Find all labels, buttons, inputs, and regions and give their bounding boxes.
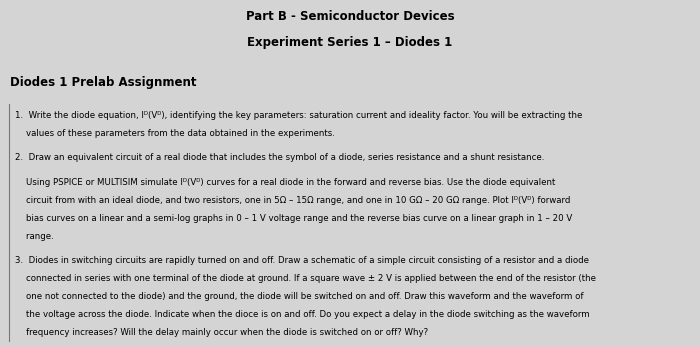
Text: 2.  Draw an equivalent circuit of a real diode that includes the symbol of a dio: 2. Draw an equivalent circuit of a real …	[15, 153, 545, 162]
Text: 3.  Diodes in switching circuits are rapidly turned on and off. Draw a schematic: 3. Diodes in switching circuits are rapi…	[15, 256, 589, 265]
Text: one not connected to the diode) and the ground, the diode will be switched on an: one not connected to the diode) and the …	[15, 292, 584, 301]
Text: connected in series with one terminal of the diode at ground. If a square wave ±: connected in series with one terminal of…	[15, 274, 596, 283]
Text: frequency increases? Will the delay mainly occur when the diode is switched on o: frequency increases? Will the delay main…	[15, 328, 428, 337]
Text: circuit from with an ideal diode, and two resistors, one in 5Ω – 15Ω range, and : circuit from with an ideal diode, and tw…	[15, 196, 570, 205]
Text: range.: range.	[15, 232, 54, 241]
Text: 1.  Write the diode equation, Iᴰ(Vᴰ), identifying the key parameters: saturation: 1. Write the diode equation, Iᴰ(Vᴰ), ide…	[15, 111, 583, 120]
Text: Diodes 1 Prelab Assignment: Diodes 1 Prelab Assignment	[10, 76, 197, 89]
Text: bias curves on a linear and a semi-log graphs in 0 – 1 V voltage range and the r: bias curves on a linear and a semi-log g…	[15, 214, 573, 223]
Text: Part B - Semiconductor Devices: Part B - Semiconductor Devices	[246, 10, 454, 23]
Text: the voltage across the diode. Indicate when the dioce is on and off. Do you expe: the voltage across the diode. Indicate w…	[15, 310, 590, 319]
Text: Experiment Series 1 – Diodes 1: Experiment Series 1 – Diodes 1	[247, 36, 453, 49]
Text: values of these parameters from the data obtained in the experiments.: values of these parameters from the data…	[15, 129, 335, 138]
Text: Using PSPICE or MULTISIM simulate Iᴰ(Vᴰ) curves for a real diode in the forward : Using PSPICE or MULTISIM simulate Iᴰ(Vᴰ)…	[15, 178, 556, 187]
